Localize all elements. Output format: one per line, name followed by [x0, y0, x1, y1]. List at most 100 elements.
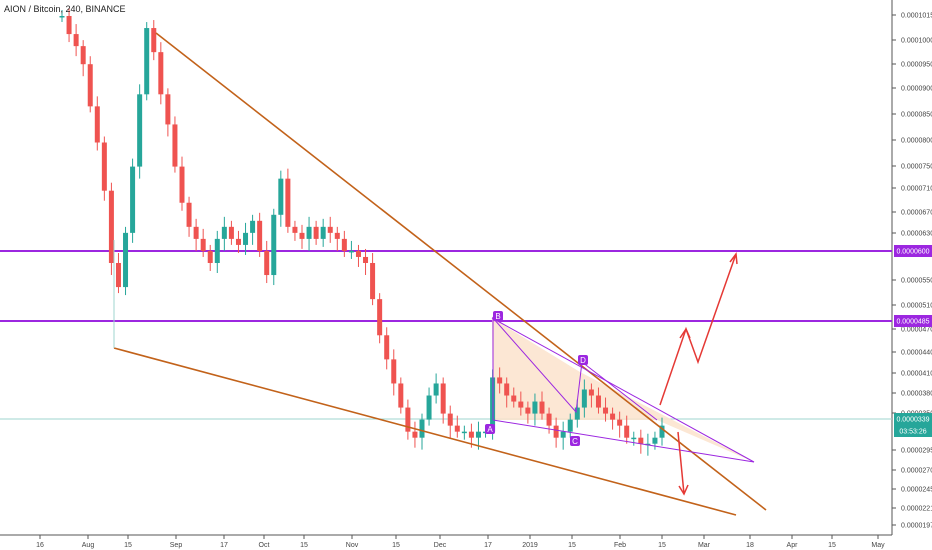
- candle-body: [440, 383, 446, 414]
- x-tick-label: 16: [36, 542, 44, 549]
- price-label-text: 0.0000339: [896, 417, 929, 424]
- price-label-box: [894, 425, 932, 437]
- lower-trendline: [113, 347, 737, 516]
- candle-body: [419, 419, 425, 438]
- x-tick-label: 18: [746, 542, 754, 549]
- candle-body: [179, 166, 185, 203]
- candle-body: [553, 425, 559, 438]
- y-tick-label: 0.0000410: [901, 371, 932, 378]
- candle-body: [87, 64, 93, 107]
- candle-body: [292, 226, 298, 233]
- y-tick-label: 0.0000295: [901, 448, 932, 455]
- candle-body: [271, 214, 277, 276]
- pattern-point-D-label: D: [580, 356, 586, 365]
- candle-body: [200, 238, 206, 251]
- candle-body: [243, 232, 249, 245]
- candle-body: [405, 407, 411, 432]
- x-tick-label: 15: [568, 542, 576, 549]
- y-tick-label: 0.0000850: [901, 112, 932, 119]
- candle-body: [235, 238, 241, 245]
- candle-body: [454, 425, 460, 432]
- candle-body: [59, 16, 65, 18]
- y-tick-label: 0.0000197: [901, 523, 932, 530]
- pattern-point-A-marker: [485, 424, 495, 434]
- candle-body: [313, 226, 319, 239]
- y-tick-label: 0.0000710: [901, 186, 932, 193]
- candle-body: [539, 401, 545, 414]
- candle-body: [617, 419, 623, 426]
- y-tick-label: 0.0000440: [901, 350, 932, 357]
- candle-body: [511, 395, 517, 402]
- x-tick-label: 15: [124, 542, 132, 549]
- projection-arrowhead-down: [678, 484, 689, 496]
- x-tick-label: Aug: [82, 542, 95, 549]
- x-tick-label: Sep: [170, 542, 183, 549]
- candle-body: [214, 238, 220, 263]
- candle-body: [532, 401, 538, 414]
- candle-body: [631, 437, 637, 440]
- y-tick-label: 0.0000510: [901, 303, 932, 310]
- candle-body: [384, 335, 390, 360]
- upper-trendline: [155, 32, 767, 511]
- y-tick-label: 0.0000950: [901, 62, 932, 69]
- y-tick-label: 0.0000800: [901, 138, 932, 145]
- candle-body: [348, 250, 354, 253]
- candle-body: [137, 94, 143, 167]
- candle-body: [588, 389, 594, 396]
- candle-body: [610, 413, 616, 420]
- y-tick-label: 0.0000550: [901, 278, 932, 285]
- x-tick-label: Dec: [434, 542, 447, 549]
- pattern-point-A-label: A: [487, 425, 493, 434]
- candle-body: [581, 389, 587, 408]
- y-tick-label: 0.0000750: [901, 164, 932, 171]
- candle-body: [461, 431, 467, 434]
- x-tick-label: 17: [220, 542, 228, 549]
- x-tick-label: 15: [828, 542, 836, 549]
- candle-body: [638, 437, 644, 444]
- candle-body: [567, 419, 573, 432]
- x-tick-label: Apr: [787, 542, 799, 549]
- candle-body: [151, 28, 157, 53]
- candle-body: [285, 178, 291, 227]
- pattern-zigzag: [492, 316, 658, 421]
- candle-body: [652, 437, 658, 444]
- price-label-box: [894, 315, 932, 327]
- candle-body: [257, 220, 263, 251]
- projection-arrowhead-mid: [679, 327, 691, 339]
- x-tick-label: 15: [658, 542, 666, 549]
- candle-body: [320, 226, 326, 239]
- candle-body: [370, 262, 376, 300]
- candle-body: [207, 250, 213, 263]
- candle-body: [341, 238, 347, 251]
- candle-body: [412, 431, 418, 438]
- candle-body: [363, 256, 369, 263]
- y-tick-label: 0.0000270: [901, 468, 932, 475]
- candle-body: [250, 220, 256, 233]
- y-tick-label: 0.0000670: [901, 210, 932, 217]
- plot-area: [0, 0, 892, 535]
- candle-body: [165, 94, 171, 125]
- candle-body: [468, 431, 474, 438]
- pattern-point-D-marker: [578, 355, 588, 365]
- candle-body: [66, 16, 72, 35]
- candle-body: [130, 166, 136, 233]
- candle-body: [603, 407, 609, 414]
- candle-body: [560, 431, 566, 438]
- x-tick-label: Nov: [346, 542, 359, 549]
- x-tick-label: May: [871, 542, 885, 549]
- candle-body: [574, 407, 580, 420]
- candle-body: [327, 226, 333, 233]
- candle-body: [334, 232, 340, 239]
- candle-body: [426, 395, 432, 420]
- y-tick-label: 0.0000245: [901, 487, 932, 494]
- candle-body: [108, 190, 114, 263]
- y-tick-label: 0.0001015: [901, 13, 932, 20]
- candle-body: [172, 124, 178, 167]
- candle-body: [115, 262, 121, 288]
- x-tick-label: Oct: [259, 542, 270, 549]
- candle-body: [659, 425, 665, 438]
- candle-body: [278, 178, 284, 215]
- candle-body: [123, 232, 129, 288]
